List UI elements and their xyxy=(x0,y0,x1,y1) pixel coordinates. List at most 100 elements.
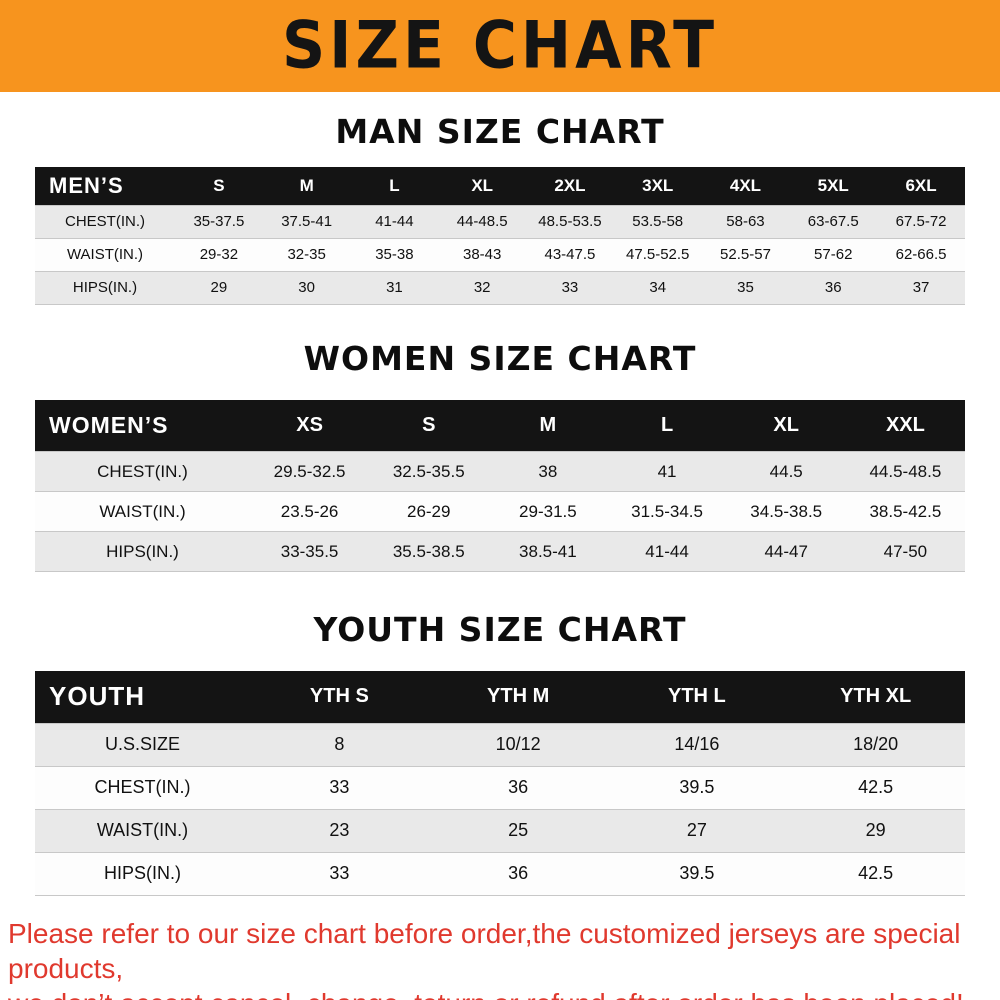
size-value-cell: 48.5-53.5 xyxy=(538,213,602,230)
size-value-cell: 62-66.5 xyxy=(895,246,947,263)
size-value-cell: 26-29 xyxy=(406,501,451,521)
header-row: MEN’S S M L XL 2XL 3XL 4XL 5XL 6XL xyxy=(35,167,965,205)
footer-line-2: we don’t accept cancel, change, teturn o… xyxy=(8,986,992,1000)
women-section: WOMEN SIZE CHART WOMEN’S XS S M L XL XXL CHEST(… xyxy=(0,339,1000,573)
row-label-cell: WAIST(IN.) xyxy=(66,246,144,263)
size-value-cell: 41-44 xyxy=(645,541,689,561)
size-value-cell: 34 xyxy=(649,279,667,296)
size-value-cell: 32 xyxy=(473,279,491,296)
men-section-heading: MAN SIZE CHART xyxy=(335,112,665,151)
row-label-cell: CHEST(IN.) xyxy=(94,777,191,797)
table-row: CHEST(IN.) 29.5-32.5 32.5-35.5 38 41 44.5 44.5… xyxy=(35,451,965,492)
size-column-header: XXL xyxy=(845,399,965,452)
table-title-cell: MEN’S xyxy=(35,167,175,205)
size-value-cell: 32-35 xyxy=(287,246,326,263)
size-value-cell: 37.5-41 xyxy=(281,213,333,230)
table-row: U.S.SIZE 8 10/12 14/16 18/20 xyxy=(35,723,965,766)
row-label-cell: U.S.SIZE xyxy=(104,734,180,754)
size-column-header: 4XL xyxy=(701,167,790,205)
size-value-cell: 29 xyxy=(865,820,886,840)
size-column-header: 5XL xyxy=(789,167,878,205)
size-value-cell: 35-38 xyxy=(375,246,414,263)
footer-note: Please refer to our size chart before or… xyxy=(8,916,992,1000)
table-row: WAIST(IN.) 23.5-26 26-29 29-31.5 31.5-34.5 34… xyxy=(35,491,965,532)
size-column-header: YTH M xyxy=(428,671,608,723)
size-column-header: S xyxy=(175,167,263,205)
size-value-cell: 39.5 xyxy=(679,863,715,883)
size-value-cell: 38 xyxy=(538,461,558,481)
size-value-cell: 10/12 xyxy=(495,734,541,754)
size-column-header: S xyxy=(369,399,489,452)
table-row: CHEST(IN.) 33 36 39.5 42.5 xyxy=(35,766,965,809)
size-value-cell: 23.5-26 xyxy=(280,501,339,521)
table-row: CHEST(IN.) 35-37.5 37.5-41 41-44 44-48.5 48.5… xyxy=(35,205,965,238)
size-value-cell: 33 xyxy=(561,279,579,296)
size-value-cell: 39.5 xyxy=(679,777,715,797)
banner: SIZE CHART xyxy=(0,0,1000,92)
women-section-heading: WOMEN SIZE CHART xyxy=(303,338,697,378)
size-value-cell: 36 xyxy=(508,777,529,797)
size-value-cell: 14/16 xyxy=(674,734,720,754)
size-column-header: 3XL xyxy=(613,167,702,205)
table-row: WAIST(IN.) 29-32 32-35 35-38 38-43 43-47.5 47.… xyxy=(35,238,965,271)
size-value-cell: 31 xyxy=(386,279,403,296)
size-value-cell: 44-48.5 xyxy=(456,213,508,230)
size-value-cell: 30 xyxy=(298,279,315,296)
size-value-cell: 33-35.5 xyxy=(280,541,339,561)
size-value-cell: 57-62 xyxy=(814,246,853,263)
youth-section: YOUTH SIZE CHART YOUTH YTH S YTH M YTH L YTH… xyxy=(0,610,1000,896)
size-value-cell: 52.5-57 xyxy=(720,246,771,263)
size-value-cell: 25 xyxy=(508,820,529,840)
size-column-header: YTH L xyxy=(607,671,787,723)
row-label-cell: WAIST(IN.) xyxy=(96,820,189,840)
size-value-cell: 44-47 xyxy=(764,541,808,561)
size-column-header: YTH XL xyxy=(786,671,965,723)
size-value-cell: 27 xyxy=(686,820,707,840)
size-value-cell: 53.5-58 xyxy=(632,213,684,230)
row-label-cell: HIPS(IN.) xyxy=(103,863,181,883)
table-row: HIPS(IN.) 29 30 31 32 33 34 35 36 37 xyxy=(35,271,965,304)
size-column-header: YTH S xyxy=(250,671,429,723)
size-value-cell: 44.5-48.5 xyxy=(869,461,942,481)
row-label-cell: HIPS(IN.) xyxy=(72,279,138,296)
men-size-table: MEN’S S M L XL 2XL 3XL 4XL 5XL 6XL CHEST(IN.) 35-37… xyxy=(35,167,965,305)
row-label-cell: CHEST(IN.) xyxy=(65,213,145,230)
size-value-cell: 47-50 xyxy=(883,541,928,561)
table-title-cell: WOMEN’S xyxy=(35,399,250,452)
size-value-cell: 29-32 xyxy=(199,246,239,263)
size-value-cell: 35 xyxy=(737,279,754,296)
size-value-cell: 32.5-35.5 xyxy=(392,461,465,481)
men-section: MAN SIZE CHART MEN’S S M L XL 2XL 3XL 4XL 5XL 6XL… xyxy=(0,112,1000,305)
header-row: YOUTH YTH S YTH M YTH L YTH XL xyxy=(35,671,965,723)
row-label-cell: WAIST(IN.) xyxy=(99,501,186,521)
size-value-cell: 29.5-32.5 xyxy=(273,461,346,481)
size-column-header: 6XL xyxy=(877,167,965,205)
size-value-cell: 31.5-34.5 xyxy=(631,501,703,521)
size-column-header: XS xyxy=(250,399,370,452)
size-value-cell: 36 xyxy=(824,279,842,296)
size-value-cell: 41-44 xyxy=(375,213,414,230)
size-value-cell: 63-67.5 xyxy=(807,213,859,230)
size-column-header: L xyxy=(350,167,439,205)
size-value-cell: 58-63 xyxy=(726,213,765,230)
banner-title: SIZE CHART xyxy=(281,8,719,84)
size-value-cell: 42.5 xyxy=(858,777,894,797)
size-value-cell: 43-47.5 xyxy=(544,246,596,263)
size-value-cell: 36 xyxy=(508,863,529,883)
size-value-cell: 67.5-72 xyxy=(895,213,947,230)
youth-section-heading: YOUTH SIZE CHART xyxy=(313,610,687,649)
size-column-header: L xyxy=(607,399,727,452)
size-value-cell: 47.5-52.5 xyxy=(626,246,690,263)
youth-size-table: YOUTH YTH S YTH M YTH L YTH XL U.S.SIZE 8 10/12… xyxy=(35,671,965,896)
size-value-cell: 29 xyxy=(210,279,228,296)
size-column-header: M xyxy=(262,167,351,205)
size-column-header: XL xyxy=(726,399,846,452)
table-title-cell: YOUTH xyxy=(35,671,250,723)
size-value-cell: 44.5 xyxy=(769,461,803,481)
table-row: WAIST(IN.) 23 25 27 29 xyxy=(35,809,965,852)
size-value-cell: 8 xyxy=(334,734,345,754)
table-row: HIPS(IN.) 33 36 39.5 42.5 xyxy=(35,852,965,895)
row-label-cell: HIPS(IN.) xyxy=(106,541,179,561)
size-column-header: 2XL xyxy=(526,167,614,205)
